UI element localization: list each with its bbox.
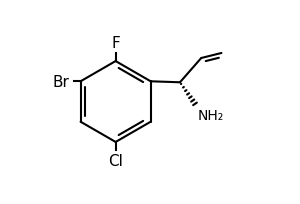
Text: Br: Br: [52, 74, 70, 89]
Text: NH₂: NH₂: [197, 108, 224, 122]
Text: Cl: Cl: [108, 153, 123, 168]
Text: F: F: [111, 36, 120, 51]
